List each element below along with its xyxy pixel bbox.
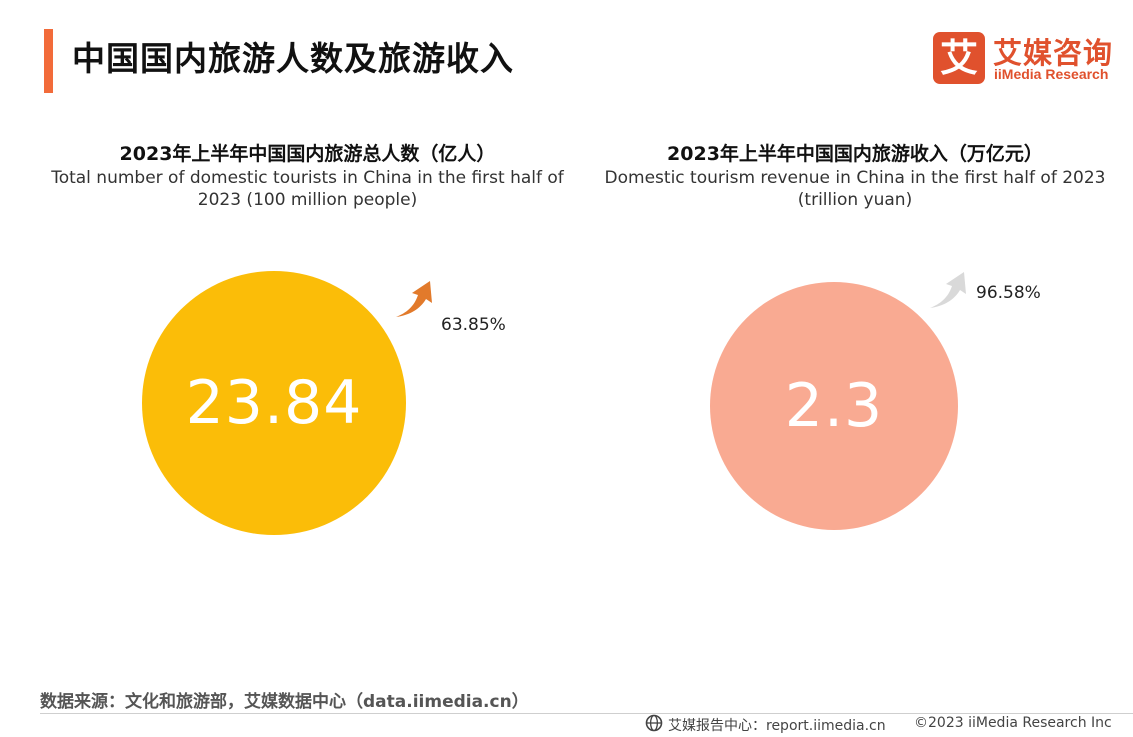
footer-divider	[40, 713, 1133, 714]
tourists-title-cn: 2023年上半年中国国内旅游总人数（亿人）	[119, 143, 496, 165]
brand-logo: 艾 艾媒咨询 iiMedia Research	[933, 32, 1123, 88]
revenue-value-label: 2.3	[784, 371, 884, 441]
revenue-chart-heading: 2023年上半年中国国内旅游收入（万亿元） Domestic tourism r…	[590, 141, 1120, 211]
tourists-bubble: 23.84	[142, 271, 406, 535]
revenue-bubble: 2.3	[710, 282, 958, 530]
tourists-value-label: 23.84	[185, 368, 363, 438]
growth-up-arrow-icon	[396, 281, 432, 317]
logo-name-en: iiMedia Research	[994, 66, 1109, 82]
growth-up-arrow-icon	[930, 272, 966, 308]
tourists-chart-heading: 2023年上半年中国国内旅游总人数（亿人） Total number of do…	[40, 141, 575, 211]
revenue-title-cn: 2023年上半年中国国内旅游收入（万亿元）	[667, 143, 1043, 165]
title-accent-bar	[44, 29, 53, 93]
tourists-growth-label: 63.85%	[441, 315, 506, 335]
data-source-note: 数据来源：文化和旅游部，艾媒数据中心（data.iimedia.cn）	[40, 692, 529, 712]
page-footer: 艾媒报告中心：report.iimedia.cn ©2023 iiMedia R…	[0, 713, 1133, 735]
globe-icon	[645, 714, 663, 732]
footer-report-center: 艾媒报告中心：report.iimedia.cn	[668, 718, 886, 734]
revenue-growth-label: 96.58%	[976, 283, 1041, 303]
footer-copyright: ©2023 iiMedia Research Inc	[914, 715, 1112, 731]
logo-name-cn: 艾媒咨询	[993, 36, 1114, 70]
revenue-title-en: Domestic tourism revenue in China in the…	[604, 168, 1106, 210]
logo-mark-icon: 艾	[933, 32, 985, 84]
tourists-title-en: Total number of domestic tourists in Chi…	[51, 168, 564, 210]
page-title: 中国国内旅游人数及旅游收入	[72, 39, 514, 78]
